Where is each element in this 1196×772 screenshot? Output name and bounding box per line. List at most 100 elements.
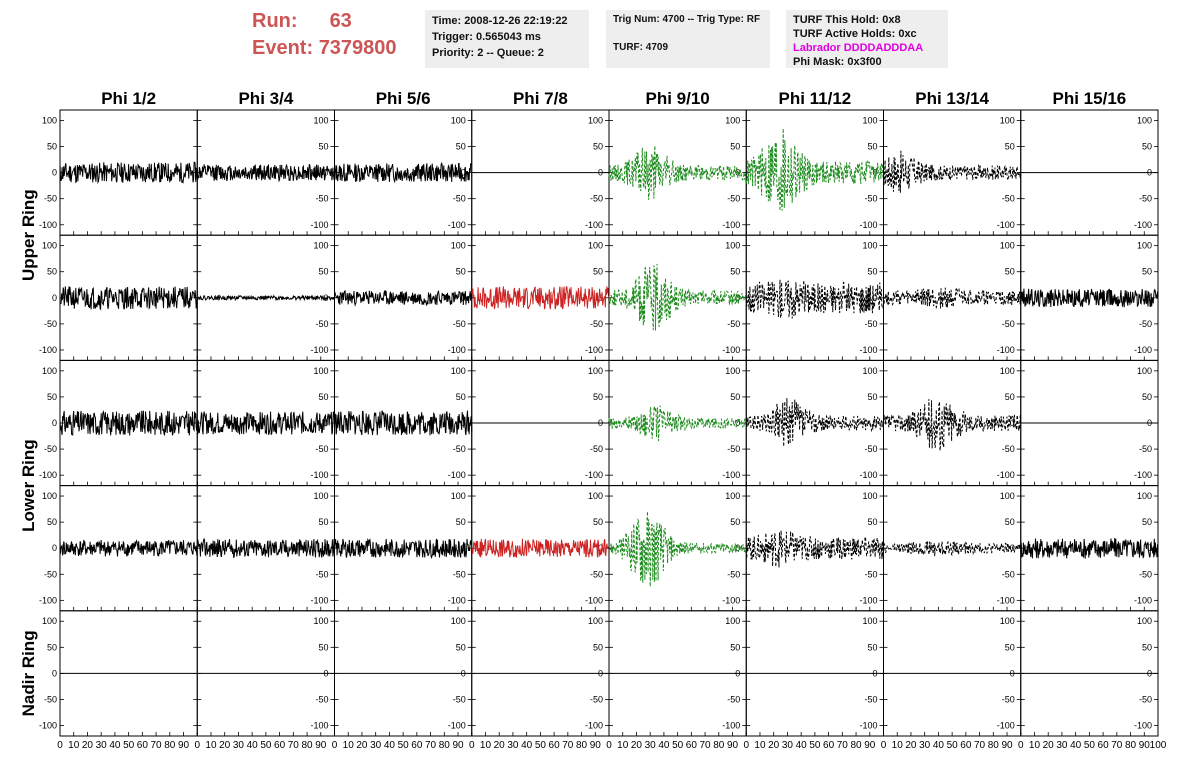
y-tick-label: -100	[310, 470, 328, 480]
x-tick-label: 20	[768, 740, 780, 751]
y-tick-label: -100	[859, 470, 877, 480]
y-tick-label: 100	[862, 241, 877, 251]
y-tick-label: -50	[453, 444, 466, 454]
waveform-trace	[334, 289, 473, 307]
y-tick-label: -50	[590, 319, 603, 329]
y-tick-label: 50	[1142, 392, 1152, 402]
y-tick-label: 50	[318, 517, 328, 527]
y-tick-label: 0	[872, 293, 877, 303]
y-tick-label: 50	[593, 142, 603, 152]
y-tick-label: -100	[448, 220, 466, 230]
waveform-trace	[883, 399, 1022, 451]
y-tick-label: -50	[1002, 569, 1015, 579]
x-tick-label: 80	[713, 740, 725, 751]
y-tick-label: -100	[722, 220, 740, 230]
x-tick-label: 50	[1084, 740, 1096, 751]
y-tick-label: -50	[864, 444, 877, 454]
x-tick-label: 40	[658, 740, 670, 751]
y-tick-label: 100	[42, 366, 57, 376]
y-tick-label: -100	[585, 470, 603, 480]
waveform-trace	[471, 538, 610, 558]
x-tick-label: 70	[1111, 740, 1123, 751]
y-tick-label: 100	[1137, 241, 1152, 251]
x-tick-label: 50	[398, 740, 410, 751]
y-tick-label: 50	[47, 392, 57, 402]
x-tick-label: 90	[1001, 740, 1013, 751]
y-tick-label: -100	[585, 220, 603, 230]
y-tick-label: -100	[448, 345, 466, 355]
time-info-box: Time: 2008-12-26 22:19:22 Trigger: 0.565…	[425, 10, 589, 68]
x-tick-label: 50	[260, 740, 272, 751]
x-tick-label: 40	[521, 740, 533, 751]
plot-frame	[608, 234, 747, 361]
y-tick-label: -50	[315, 444, 328, 454]
y-tick-label: 50	[593, 642, 603, 652]
y-tick-label: -100	[1134, 345, 1152, 355]
y-tick-label: -100	[39, 595, 57, 605]
y-tick-label: 50	[47, 517, 57, 527]
y-tick-label: 0	[52, 168, 57, 178]
y-tick-label: -50	[727, 319, 740, 329]
y-tick-label: 100	[451, 616, 466, 626]
waveform-trace	[471, 286, 610, 310]
trigger-text: Trigger: 0.565043 ms	[432, 31, 541, 43]
y-tick-label: -100	[1134, 470, 1152, 480]
x-tick-label: 0	[743, 740, 749, 751]
y-tick-label: -50	[44, 694, 57, 704]
y-tick-label: -100	[310, 595, 328, 605]
x-tick-label: 0	[881, 740, 887, 751]
time-text: Time: 2008-12-26 22:19:22	[432, 15, 568, 27]
y-tick-label: 50	[593, 517, 603, 527]
y-tick-label: 50	[1005, 642, 1015, 652]
waveform-trace	[1020, 537, 1159, 559]
y-tick-label: 50	[47, 267, 57, 277]
x-tick-label: 30	[645, 740, 657, 751]
y-tick-label: 100	[862, 491, 877, 501]
x-tick-label: 80	[988, 740, 1000, 751]
x-tick-label: 30	[919, 740, 931, 751]
y-tick-label: 50	[730, 392, 740, 402]
y-tick-label: -100	[39, 470, 57, 480]
y-tick-label: 100	[588, 366, 603, 376]
x-tick-label: 50	[672, 740, 684, 751]
y-tick-label: 100	[313, 115, 328, 125]
labrador-text: Labrador DDDDADDDAA	[793, 42, 924, 54]
y-tick-label: -100	[997, 721, 1015, 731]
x-tick-label: 80	[1125, 740, 1137, 751]
y-tick-label: 50	[318, 142, 328, 152]
y-tick-label: 50	[1005, 267, 1015, 277]
y-tick-label: 0	[461, 168, 466, 178]
waveform-trace	[59, 161, 198, 185]
y-tick-label: -50	[453, 194, 466, 204]
y-tick-label: -100	[722, 345, 740, 355]
x-tick-label: 60	[1098, 740, 1110, 751]
x-tick-label: 0	[332, 740, 338, 751]
y-tick-label: -50	[864, 694, 877, 704]
y-tick-label: -50	[453, 569, 466, 579]
y-tick-label: 0	[52, 293, 57, 303]
waveform-trace	[608, 145, 747, 200]
y-tick-label: 50	[730, 142, 740, 152]
x-tick-label: 50	[947, 740, 959, 751]
y-tick-label: -50	[590, 444, 603, 454]
y-tick-label: -100	[722, 721, 740, 731]
y-tick-label: 50	[456, 392, 466, 402]
y-tick-label: 100	[1137, 491, 1152, 501]
x-tick-label: 70	[562, 740, 574, 751]
waveform-trace	[1020, 288, 1159, 308]
y-tick-label: -50	[590, 694, 603, 704]
column-title: Phi 11/12	[778, 89, 851, 108]
x-tick-label: 0	[606, 740, 612, 751]
x-tick-label: 20	[82, 740, 94, 751]
y-tick-label: -50	[44, 569, 57, 579]
waveform-trace	[196, 411, 335, 436]
y-tick-label: 50	[318, 642, 328, 652]
y-tick-label: 50	[318, 392, 328, 402]
y-tick-label: 100	[1000, 241, 1015, 251]
y-tick-label: -100	[448, 721, 466, 731]
column-title: Phi 7/8	[513, 89, 568, 108]
y-tick-label: -100	[310, 721, 328, 731]
y-tick-label: 0	[598, 543, 603, 553]
y-tick-label: 100	[725, 616, 740, 626]
y-tick-label: 50	[47, 142, 57, 152]
